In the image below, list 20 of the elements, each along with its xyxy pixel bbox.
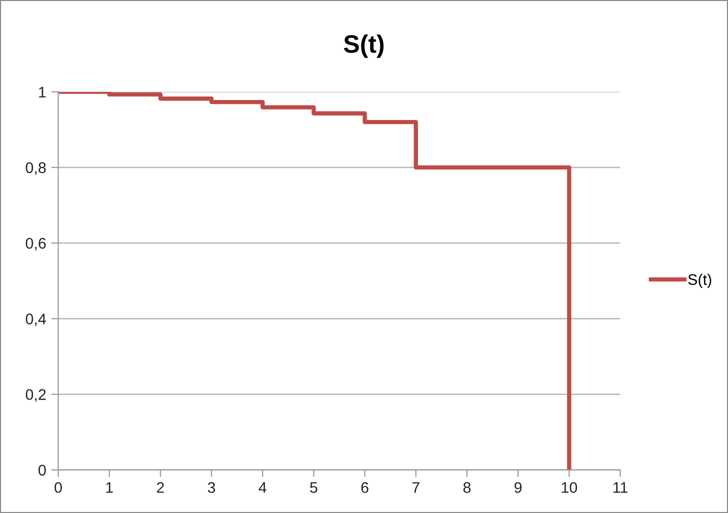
x-tick-label: 6: [361, 482, 368, 493]
chart-title: S(t): [344, 34, 384, 58]
x-tick-label: 8: [463, 482, 471, 493]
y-tick-label: 0,8: [26, 162, 46, 175]
x-tick-label: 0: [54, 482, 62, 493]
legend-label: S(t): [688, 274, 712, 288]
y-tick-label: 0,6: [26, 238, 46, 251]
x-tick-label: 4: [258, 482, 266, 493]
x-tick-label: 10: [562, 482, 578, 493]
x-tick-label: 11: [613, 482, 628, 493]
y-tick-label: 0,4: [26, 314, 46, 326]
y-tick-label: 1: [39, 86, 46, 98]
x-tick-label: 5: [310, 482, 318, 493]
y-tick-label: 0: [38, 464, 46, 476]
x-tick-label: 7: [412, 482, 420, 493]
x-tick-label: 1: [106, 482, 113, 493]
y-tick-label: 0,2: [26, 389, 46, 402]
x-tick-label: 9: [514, 482, 522, 493]
x-tick-label: 3: [208, 482, 216, 493]
x-tick-label: 2: [156, 482, 164, 493]
